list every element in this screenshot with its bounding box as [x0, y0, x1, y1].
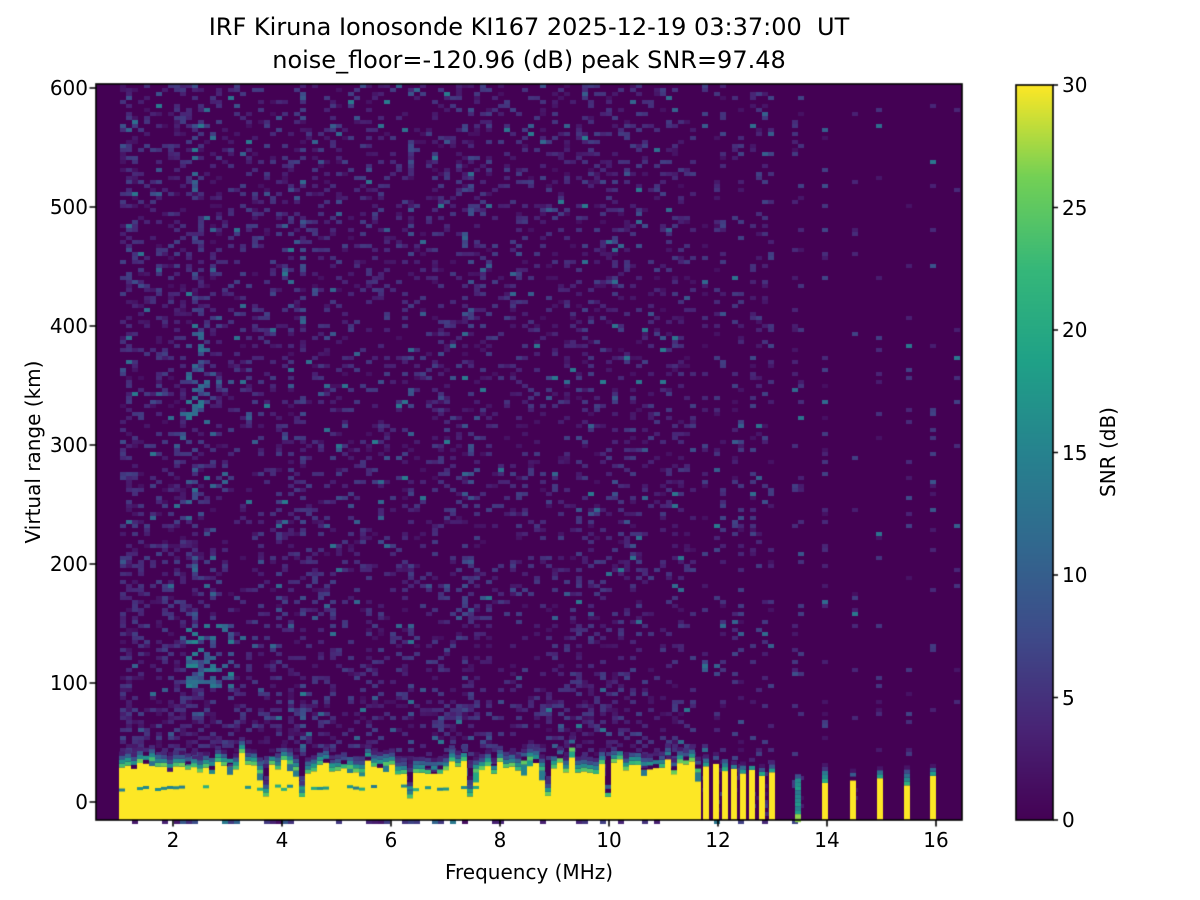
colorbar-tick-label: 30	[1062, 73, 1088, 97]
chart-subtitle: noise_floor=-120.96 (dB) peak SNR=97.48	[272, 46, 786, 74]
colorbar-tick-label: 0	[1062, 808, 1075, 832]
x-tick-label: 16	[923, 828, 949, 852]
y-tick-label: 300	[49, 433, 88, 457]
colorbar-tick-label: 20	[1062, 318, 1088, 342]
y-tick-label: 400	[49, 314, 88, 338]
x-tick-label: 2	[166, 828, 180, 852]
x-tick-label: 12	[705, 828, 731, 852]
y-tick-label: 100	[49, 671, 88, 695]
y-tick-label: 0	[75, 790, 88, 814]
chart-title: IRF Kiruna Ionosonde KI167 2025-12-19 03…	[208, 13, 850, 41]
colorbar-tick-label: 15	[1062, 440, 1088, 465]
colorbar-tick-label: 10	[1062, 563, 1088, 587]
x-axis-label: Frequency (MHz)	[444, 860, 614, 884]
x-tick-label: 4	[275, 828, 289, 852]
x-tick-label: 14	[814, 828, 840, 852]
colorbar-label: SNR (dB)	[1096, 407, 1120, 497]
x-tick-label: 6	[384, 828, 398, 852]
x-tick-label: 8	[493, 828, 507, 852]
colorbar-tick-label: 25	[1062, 195, 1088, 220]
y-tick-label: 200	[49, 552, 88, 576]
y-tick-label: 600	[49, 76, 88, 100]
y-tick-label: 500	[49, 195, 88, 219]
x-tick-label: 10	[596, 828, 622, 852]
colorbar-tick-label: 5	[1062, 685, 1075, 710]
